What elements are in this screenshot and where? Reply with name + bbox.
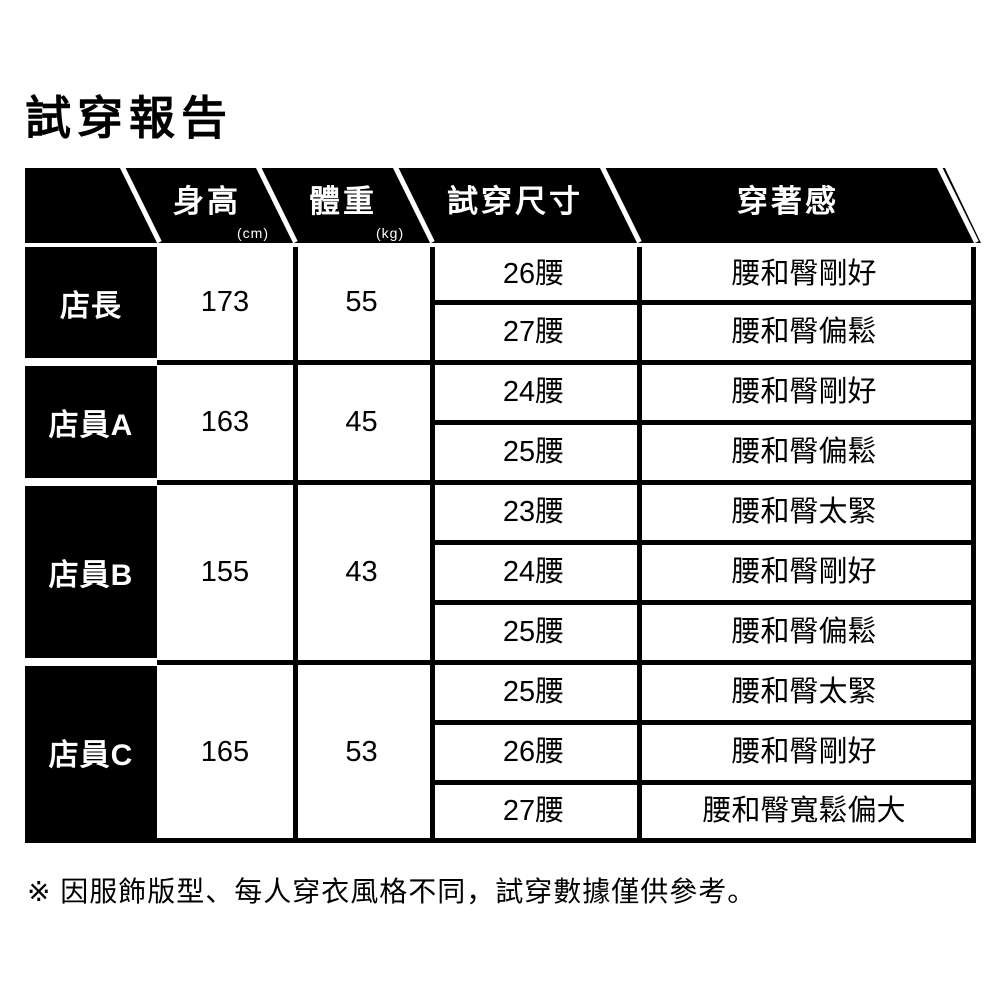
header-height-label: 身高 [173,184,241,219]
grid-line-group [157,360,976,365]
feel-value: 腰和臀偏鬆 [731,616,877,648]
feel-value: 腰和臀太緊 [731,496,877,528]
grid-line-subrow [430,600,976,605]
height-value: 155 [200,556,250,588]
feel-value: 腰和臀剛好 [731,376,877,408]
weight-value: 45 [345,406,378,438]
grid-line-subrow [430,780,976,785]
size-value: 26腰 [502,736,565,768]
size-value: 24腰 [502,376,565,408]
grid-line-subrow [430,300,976,305]
size-value: 25腰 [502,676,565,708]
weight-value: 55 [345,286,378,318]
grid-line-subrow [430,420,976,425]
page-title: 試穿報告 [25,92,233,144]
row-label-manager: 店長 [25,247,157,358]
table-header-band [25,168,981,243]
row-label-staff-c: 店員C [25,666,157,838]
footnote: ※ 因服飾版型、每人穿衣風格不同，試穿數據僅供參考。 [27,876,757,907]
header-weight-label: 體重 [309,184,377,219]
size-value: 27腰 [502,316,565,348]
height-value: 165 [200,736,250,768]
feel-value: 腰和臀剛好 [731,556,877,588]
grid-line-subrow [430,540,976,545]
grid-line-group [157,480,976,485]
grid-line-group [157,660,976,665]
size-value: 23腰 [502,496,565,528]
feel-value: 腰和臀剛好 [731,736,877,768]
feel-value: 腰和臀偏鬆 [731,316,877,348]
header-size-label: 試穿尺寸 [447,184,583,219]
size-value: 27腰 [502,795,565,827]
header-height-unit: (cm) [237,225,269,241]
header-weight-unit: (kg) [376,225,405,241]
feel-value: 腰和臀寬鬆偏大 [702,795,906,827]
height-value: 163 [200,406,250,438]
weight-value: 53 [345,736,378,768]
header-diagonal-separator [937,168,979,243]
row-label-staff-a: 店員A [25,366,157,478]
table-bottom-border [25,838,976,843]
row-label-staff-b: 店員B [25,486,157,658]
weight-value: 43 [345,556,378,588]
height-value: 173 [200,286,250,318]
header-feel-label: 穿著感 [737,184,839,219]
size-value: 26腰 [502,258,565,290]
size-value: 25腰 [502,616,565,648]
grid-line-subrow [430,720,976,725]
size-value: 25腰 [502,436,565,468]
feel-value: 腰和臀偏鬆 [731,436,877,468]
grid-line-vertical [293,247,298,838]
feel-value: 腰和臀剛好 [731,258,877,290]
feel-value: 腰和臀太緊 [731,676,877,708]
size-value: 24腰 [502,556,565,588]
